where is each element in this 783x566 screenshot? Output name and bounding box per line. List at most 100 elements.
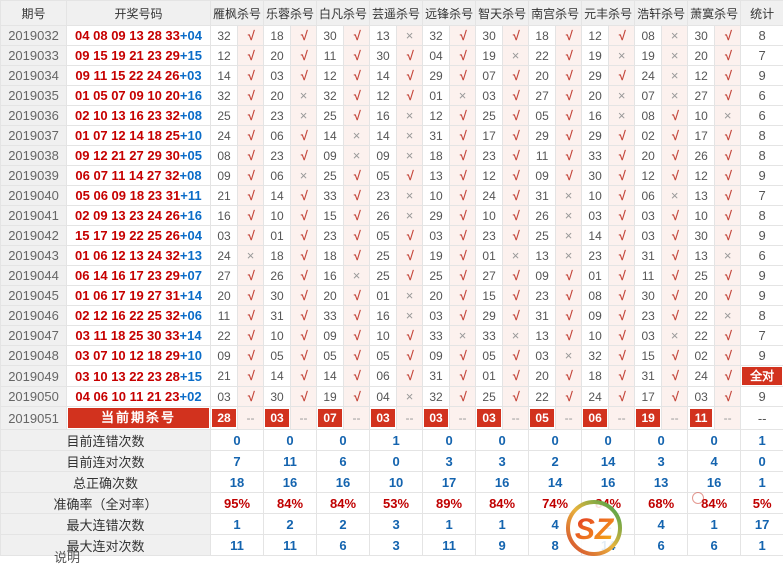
stat-cell: 8 (741, 206, 783, 226)
kill-number-cell: 18 (264, 246, 291, 266)
cross-mark-icon: × (671, 328, 679, 343)
check-mark-icon: √ (512, 168, 519, 183)
kill-number-cell: 30 (264, 387, 291, 407)
kill-number-cell: 31 (423, 366, 450, 387)
kill-number-cell: 26 (370, 206, 397, 226)
mark-cell: √ (609, 166, 635, 186)
period-cell: 2019049 (1, 366, 67, 387)
summary-value: 1 (688, 514, 741, 535)
check-mark-icon: √ (406, 168, 413, 183)
kill-number-cell: 04 (370, 387, 397, 407)
bonus-number: +08 (180, 168, 202, 183)
summary-value: 0 (688, 430, 741, 451)
kill-number-cell: 01 (476, 246, 503, 266)
cross-mark-icon: × (406, 148, 414, 163)
mark-cell: × (291, 166, 317, 186)
mark-cell: √ (662, 286, 688, 306)
dash-cell: -- (503, 407, 529, 430)
check-mark-icon: √ (353, 168, 360, 183)
check-mark-icon: √ (671, 168, 678, 183)
check-mark-icon: √ (406, 68, 413, 83)
summary-label: 最大连对次数 (1, 535, 211, 556)
kill-number-cell: 09 (529, 166, 556, 186)
summary-value: 6 (688, 535, 741, 556)
mark-cell: √ (715, 66, 741, 86)
mark-cell: × (397, 286, 423, 306)
check-mark-icon: √ (565, 168, 572, 183)
kill-number-cell: 09 (370, 146, 397, 166)
check-mark-icon: √ (406, 348, 413, 363)
red-numbers: 01 06 12 13 24 32 (75, 248, 180, 263)
mark-cell: √ (238, 66, 264, 86)
current-kill-cell: 03 (264, 407, 291, 430)
summary-value: 14 (582, 535, 635, 556)
kill-number-cell: 27 (688, 86, 715, 106)
check-mark-icon: √ (459, 308, 466, 323)
check-mark-icon: √ (512, 188, 519, 203)
check-mark-icon: √ (353, 348, 360, 363)
kill-number-cell: 25 (317, 166, 344, 186)
mark-cell: × (503, 246, 529, 266)
check-mark-icon: √ (300, 268, 307, 283)
summary-value: 13 (635, 472, 688, 493)
check-mark-icon: √ (724, 288, 731, 303)
kill-number-cell: 03 (688, 387, 715, 407)
mark-cell: √ (344, 366, 370, 387)
period-cell: 2019040 (1, 186, 67, 206)
mark-cell: √ (662, 166, 688, 186)
mark-cell: √ (503, 286, 529, 306)
kill-number-cell: 03 (211, 226, 238, 246)
kill-number-cell: 29 (529, 126, 556, 146)
kill-number-cell: 23 (476, 146, 503, 166)
kill-number-cell: 03 (211, 387, 238, 407)
check-mark-icon: √ (247, 148, 254, 163)
kill-number-cell: 20 (317, 286, 344, 306)
current-kill-cell: 03 (423, 407, 450, 430)
mark-cell: × (397, 206, 423, 226)
column-header: 智天杀号 (476, 1, 529, 26)
draw-numbers-cell: 03 07 10 12 18 29+10 (67, 346, 211, 366)
draw-numbers-cell: 01 05 07 09 10 20+16 (67, 86, 211, 106)
draw-numbers-cell: 02 10 13 16 23 32+08 (67, 106, 211, 126)
check-mark-icon: √ (724, 28, 731, 43)
kill-number-cell: 18 (317, 246, 344, 266)
check-mark-icon: √ (618, 308, 625, 323)
check-mark-icon: √ (459, 208, 466, 223)
mark-cell: √ (450, 106, 476, 126)
mark-cell: × (609, 106, 635, 126)
cross-mark-icon: × (406, 128, 414, 143)
kill-number-cell: 12 (476, 166, 503, 186)
check-mark-icon: √ (300, 328, 307, 343)
mark-cell: × (609, 86, 635, 106)
summary-value: 0 (635, 430, 688, 451)
dash-cell: -- (344, 407, 370, 430)
mark-cell: √ (344, 387, 370, 407)
kill-number-cell: 24 (476, 186, 503, 206)
mark-cell: √ (503, 166, 529, 186)
check-mark-icon: √ (618, 389, 625, 404)
kill-number-cell: 09 (529, 266, 556, 286)
mark-cell: √ (238, 366, 264, 387)
kill-number-cell: 23 (582, 246, 609, 266)
mark-cell: × (397, 146, 423, 166)
cross-mark-icon: × (724, 308, 732, 323)
check-mark-icon: √ (353, 308, 360, 323)
header-row: 期号开奖号码雁枫杀号乐蓉杀号白凡杀号芸遥杀号远锋杀号智天杀号南宫杀号元丰杀号浩轩… (1, 1, 783, 26)
column-header: 白凡杀号 (317, 1, 370, 26)
column-header: 远锋杀号 (423, 1, 476, 26)
kill-number-cell: 16 (317, 266, 344, 286)
mark-cell: √ (609, 186, 635, 206)
mark-cell: × (397, 126, 423, 146)
mark-cell: √ (662, 346, 688, 366)
mark-cell: √ (344, 86, 370, 106)
cross-mark-icon: × (671, 88, 679, 103)
current-kill-cell: 28 (211, 407, 238, 430)
mark-cell: √ (609, 366, 635, 387)
check-mark-icon: √ (512, 308, 519, 323)
red-numbers: 04 08 09 13 28 33 (75, 28, 180, 43)
kill-number-cell: 20 (423, 286, 450, 306)
cross-mark-icon: × (565, 228, 573, 243)
